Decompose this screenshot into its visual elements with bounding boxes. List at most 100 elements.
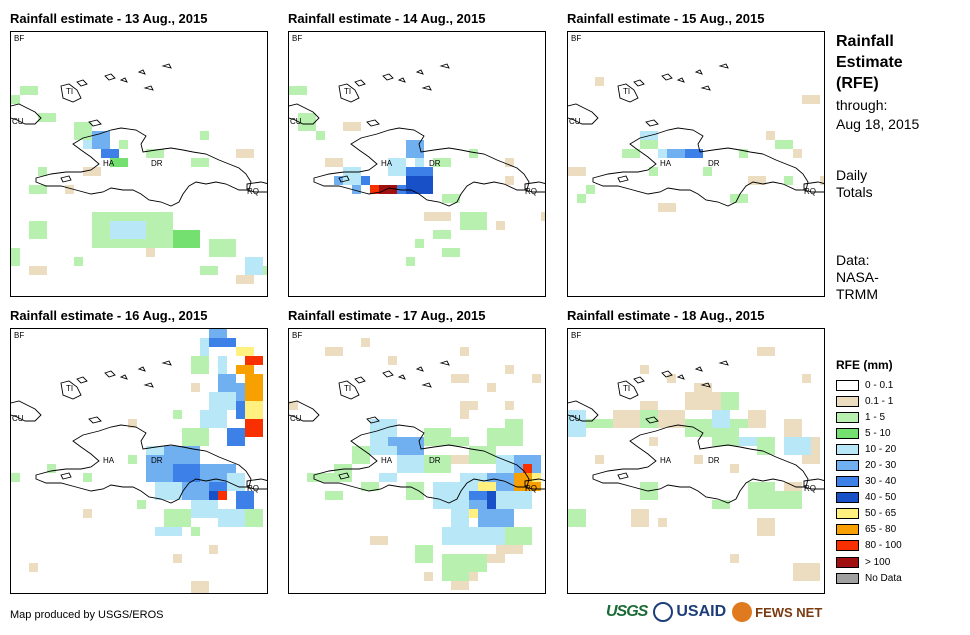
coastline bbox=[439, 360, 450, 366]
coastline bbox=[338, 380, 360, 400]
rainfall-cell bbox=[523, 464, 532, 473]
rainfall-cell bbox=[83, 140, 92, 149]
rainfall-cell bbox=[703, 167, 712, 176]
credit-text: Map produced by USGS/EROS bbox=[10, 609, 164, 621]
rainfall-cell bbox=[658, 410, 685, 428]
legend-item: 80 - 100 bbox=[836, 538, 902, 554]
legend-label: 30 - 40 bbox=[865, 476, 897, 488]
rainfall-cell bbox=[649, 167, 658, 176]
map-13aug: BF CU TI HA DR RQ bbox=[10, 31, 268, 297]
rainfall-cell bbox=[460, 212, 487, 230]
rainfall-cell bbox=[730, 194, 748, 203]
map-16aug: BF CU TI HA DR RQ bbox=[10, 328, 268, 594]
rainfall-cell bbox=[406, 176, 433, 194]
map-17aug: BF CU TI HA DR RQ bbox=[288, 328, 546, 594]
rainfall-cell bbox=[191, 581, 209, 593]
panel-title-13aug: Rainfall estimate - 13 Aug., 2015 bbox=[10, 11, 208, 26]
rainfall-cell bbox=[433, 230, 451, 239]
rainfall-cell bbox=[92, 131, 110, 149]
coastline bbox=[718, 63, 729, 69]
rainfall-cell bbox=[370, 446, 397, 455]
rainfall-cell bbox=[469, 509, 478, 518]
rainfall-cell bbox=[658, 203, 676, 212]
legend-item: 5 - 10 bbox=[836, 425, 902, 441]
rainfall-cell bbox=[460, 347, 469, 356]
map-label-ti: TI bbox=[66, 87, 73, 96]
rainfall-cell bbox=[451, 509, 469, 527]
rainfall-cell bbox=[586, 419, 613, 428]
rainfall-cell bbox=[298, 113, 316, 131]
rainfall-cell bbox=[38, 113, 56, 122]
rainfall-cell bbox=[334, 464, 352, 482]
through-label: through: bbox=[836, 97, 888, 113]
rainfall-cell bbox=[11, 95, 20, 104]
coastline bbox=[137, 69, 146, 75]
fews-text: FEWS NET bbox=[755, 604, 823, 620]
map-label-dr: DR bbox=[708, 159, 720, 168]
rainfall-cell bbox=[334, 176, 343, 185]
rainfall-cell bbox=[379, 473, 397, 482]
coastline bbox=[700, 85, 711, 91]
legend-label: 0.1 - 1 bbox=[865, 395, 894, 407]
rainfall-cell bbox=[658, 149, 667, 158]
rainfall-cell bbox=[236, 383, 245, 401]
rainfall-cell bbox=[191, 356, 209, 374]
rainfall-cell bbox=[802, 374, 811, 383]
rainfall-cell bbox=[406, 167, 433, 176]
legend-label: 10 - 20 bbox=[865, 443, 897, 455]
rainfall-cell bbox=[613, 410, 640, 428]
coastline bbox=[676, 77, 685, 83]
rainfall-cell bbox=[29, 563, 38, 572]
rainfall-cell bbox=[236, 275, 254, 284]
rainfall-cell bbox=[595, 77, 604, 86]
panel-title-16aug: Rainfall estimate - 16 Aug., 2015 bbox=[10, 308, 208, 323]
map-label-bf: BF bbox=[292, 331, 302, 340]
rainfall-cell bbox=[649, 437, 658, 446]
rainfall-cell bbox=[397, 185, 406, 194]
coastline bbox=[104, 370, 116, 378]
legend-swatch bbox=[836, 524, 859, 536]
data-source: Data: NASA-TRMM bbox=[836, 252, 879, 302]
legend-swatch bbox=[836, 572, 859, 584]
rainfall-cell bbox=[433, 482, 469, 509]
rainfall-cell bbox=[712, 500, 730, 509]
coastline bbox=[617, 472, 629, 480]
map-svg: BF CU TI HA DR RQ bbox=[11, 329, 267, 593]
coastline bbox=[718, 360, 729, 366]
map-label-ha: HA bbox=[381, 456, 393, 465]
rainfall-cell bbox=[568, 167, 586, 176]
legend-item: 40 - 50 bbox=[836, 490, 902, 506]
coastline bbox=[88, 416, 102, 424]
map-label-ti: TI bbox=[66, 384, 73, 393]
rainfall-cell bbox=[730, 554, 739, 563]
rainfall-cell bbox=[209, 239, 236, 257]
rainfall-cell bbox=[173, 410, 182, 419]
rainfall-cell bbox=[245, 401, 263, 419]
coastline bbox=[439, 63, 450, 69]
rainfall-cell bbox=[685, 149, 703, 158]
rainfall-cell bbox=[11, 248, 20, 266]
rainfall-cell bbox=[496, 455, 514, 473]
map-label-dr: DR bbox=[151, 159, 163, 168]
rainfall-cell bbox=[236, 401, 245, 419]
coastline bbox=[421, 85, 432, 91]
rainfall-cell bbox=[307, 473, 334, 482]
coastline bbox=[289, 103, 320, 125]
map-svg: BF CU TI HA DR RQ bbox=[568, 331, 824, 581]
rainfall-cell bbox=[173, 464, 200, 482]
coastline bbox=[645, 119, 659, 127]
coastline bbox=[60, 380, 82, 400]
panel-title-17aug: Rainfall estimate - 17 Aug., 2015 bbox=[288, 308, 486, 323]
panel-title-14aug: Rainfall estimate - 14 Aug., 2015 bbox=[288, 11, 486, 26]
rainfall-cell bbox=[101, 149, 119, 158]
legend-item: No Data bbox=[836, 570, 902, 586]
rainfall-cell bbox=[182, 428, 209, 446]
map-label-ha: HA bbox=[660, 456, 672, 465]
rainfall-cell bbox=[74, 122, 92, 140]
rainfall-cell bbox=[568, 509, 586, 527]
rainfall-cell bbox=[173, 554, 182, 563]
rainfall-cell bbox=[227, 473, 245, 491]
coastline bbox=[661, 370, 673, 378]
coastline bbox=[246, 478, 267, 490]
rainfall-cell bbox=[316, 131, 325, 140]
